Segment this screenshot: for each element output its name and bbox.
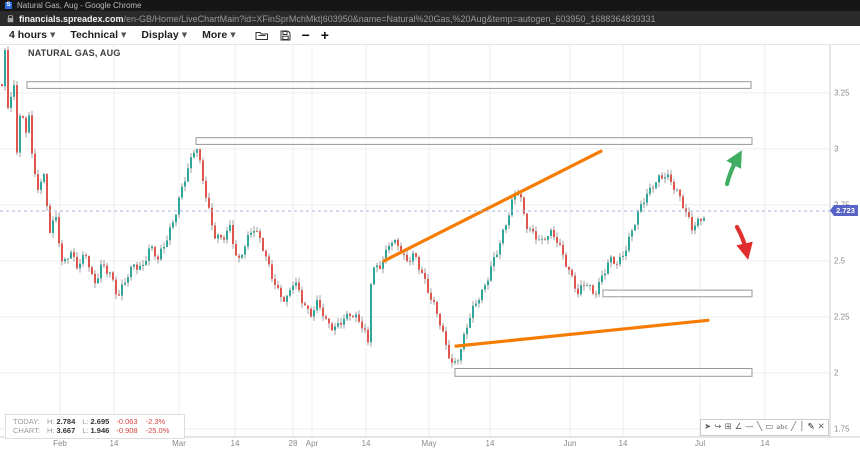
more-menu[interactable]: More [202,29,235,41]
high-key: H: [47,426,55,435]
svg-text:14: 14 [486,439,495,448]
url-domain: financials.spreadex.com [19,13,124,24]
today-change: -0.063 [116,417,138,426]
window-title: Natural Gas, Aug - Google Chrome [17,1,142,10]
svg-text:May: May [421,439,436,448]
svg-text:1.75: 1.75 [834,424,850,433]
trend-line-icon[interactable]: ╲ [756,422,763,432]
folder-open-icon [255,31,268,40]
candlesticks [1,46,705,368]
chevron-down-icon [50,31,55,39]
chevron-down-icon [121,31,126,39]
chart-high: 3.667 [56,426,76,435]
down-arrow-annotation [734,224,753,260]
svg-text:14: 14 [231,439,240,448]
drawing-tools-toolbar: ➤ ↪ ⊞ ∠ — ╲ ▭ abc ╱ │ ✎ ✕ [700,419,829,436]
chart-change: -0.908 [116,426,138,435]
price-axis-labels: 3.25 3 2.75 2.5 2.25 2 1.75 [834,88,850,433]
zoom-in-button[interactable]: + [321,28,329,42]
time-axis-labels: Feb 14 Mar 14 28 Apr 14 May 14 Jun 14 Jul 14 [53,439,770,448]
technical-menu-label: Technical [70,29,118,41]
today-low: 2.695 [90,417,110,426]
gridlines [0,45,830,437]
low-key: L: [82,426,89,435]
rectangle-icon[interactable]: ▭ [765,422,774,432]
timeframe-menu[interactable]: 4 hours [9,29,55,41]
svg-text:14: 14 [761,439,770,448]
elbow-line-icon[interactable]: ↪ [714,422,722,432]
remove-drawings-icon[interactable]: ✕ [817,422,825,432]
display-menu-label: Display [141,29,179,41]
svg-text:3.25: 3.25 [834,88,850,97]
svg-text:Apr: Apr [306,439,319,448]
pointer-icon[interactable]: ➤ [704,422,712,432]
svg-text:Jun: Jun [564,439,577,448]
svg-text:Feb: Feb [53,439,67,448]
svg-text:2: 2 [834,368,839,377]
chart-area: 3.25 3 2.75 2.5 2.25 2 1.75 Feb 14 Mar 14 28 Apr 14 Ma… [0,45,860,453]
svg-text:14: 14 [619,439,628,448]
svg-text:14: 14 [110,439,119,448]
trend-angle-icon[interactable]: ∠ [734,422,743,432]
ray-icon[interactable]: ╱ [791,422,797,432]
horizontal-line-icon[interactable]: — [745,422,754,432]
legend-label: CHART: [13,426,40,435]
plus-icon: + [320,27,329,43]
legend-row-today: TODAY: H: 2.784 L: 2.695 -0.063 -2.3% [13,417,177,426]
more-menu-label: More [202,29,228,41]
minus-icon: − [301,27,310,43]
today-high: 2.784 [56,417,76,426]
address-bar[interactable]: financials.spreadex.com/en-GB/Home/LiveC… [0,11,860,26]
chart-symbol-title: NATURAL GAS, AUG [28,48,121,58]
svg-text:Jul: Jul [695,439,705,448]
open-chart-button[interactable] [255,30,269,41]
legend-label: TODAY: [13,417,40,426]
text-tool-icon[interactable]: abc [776,423,788,431]
display-menu[interactable]: Display [141,29,187,41]
window-titlebar: S Natural Gas, Aug - Google Chrome [0,0,860,11]
trendlines [382,149,710,348]
save-chart-button[interactable] [280,30,291,41]
zoom-out-button[interactable]: − [302,28,310,42]
svg-text:3: 3 [834,144,839,153]
chart-toolbar: 4 hours Technical Display More − + [0,26,860,45]
svg-text:2.5: 2.5 [834,256,846,265]
price-summary-legend: TODAY: H: 2.784 L: 2.695 -0.063 -2.3% CH… [5,414,186,439]
axis-frame [0,45,860,438]
save-icon [280,30,291,40]
chart-change-pct: -25.0% [145,426,170,435]
chart-low: 1.946 [90,426,110,435]
brush-icon[interactable]: ✎ [807,422,815,432]
svg-text:14: 14 [362,439,371,448]
svg-text:Mar: Mar [172,439,186,448]
zone-rectangles [26,81,753,377]
today-change-pct: -2.3% [145,417,166,426]
grid-icon[interactable]: ⊞ [724,422,732,432]
svg-text:2.75: 2.75 [834,200,850,209]
url-path: /en-GB/Home/LiveChartMain?id=XFinSprMchM… [123,13,656,24]
timeframe-menu-label: 4 hours [9,29,47,41]
svg-text:2.25: 2.25 [834,312,850,321]
up-arrow-annotation [724,150,742,187]
current-price-badge: 2.723 [830,205,858,216]
legend-row-chart: CHART: H: 3.667 L: 1.946 -0.908 -25.0% [13,426,177,435]
vertical-line-icon[interactable]: │ [799,422,805,432]
price-chart[interactable]: 3.25 3 2.75 2.5 2.25 2 1.75 Feb 14 Mar 14 28 Apr 14 Ma… [0,45,860,453]
chevron-down-icon [182,31,187,39]
spreadex-favicon: S [5,2,12,9]
technical-menu[interactable]: Technical [70,29,126,41]
high-key: H: [47,417,55,426]
svg-text:28: 28 [289,439,298,448]
chevron-down-icon [230,31,235,39]
lock-icon [7,14,14,23]
low-key: L: [82,417,89,426]
